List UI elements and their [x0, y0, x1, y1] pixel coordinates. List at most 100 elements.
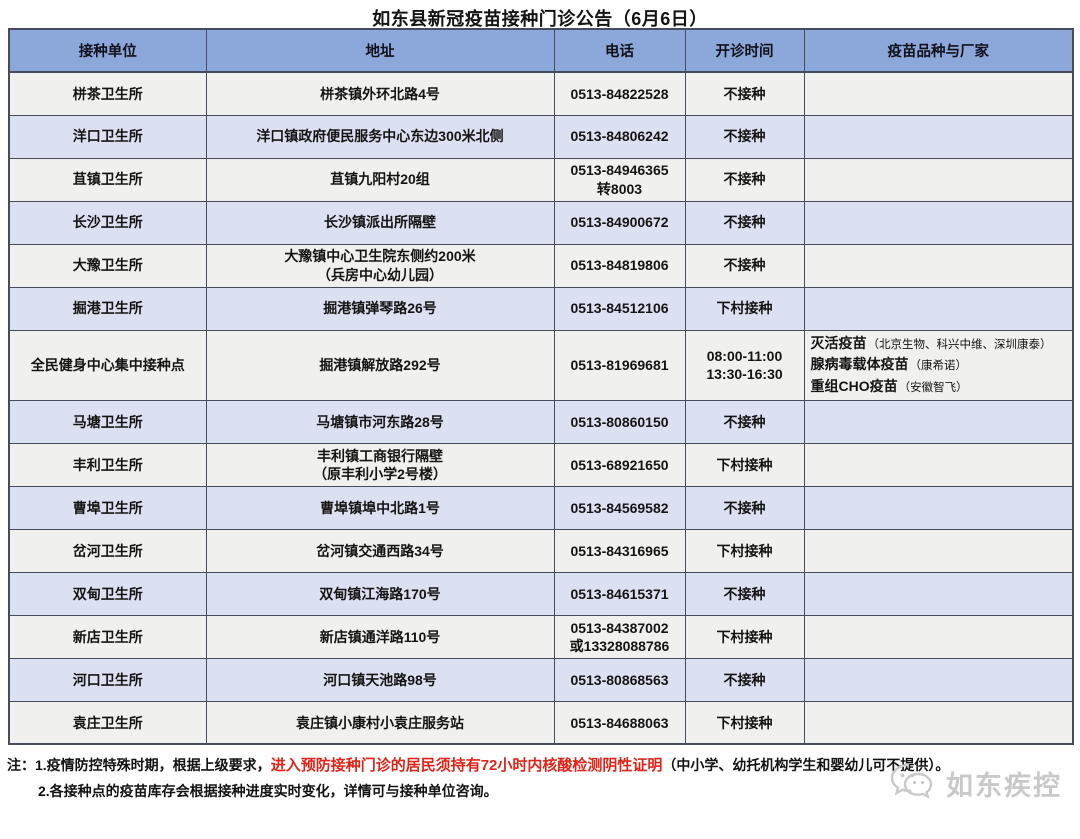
vaccine-line: 重组CHO疫苗（安徽智飞）: [810, 378, 968, 395]
unit-cell: 长沙卫生所: [8, 200, 207, 245]
column-header-unit: 接种单位: [8, 28, 207, 73]
address-cell: 袁庄镇小康村小袁庄服务站: [205, 700, 555, 745]
hours-cell: 下村接种: [684, 286, 805, 331]
phone-cell: 0513-81969681: [553, 329, 686, 401]
address-cell: 长沙镇派出所隔壁: [205, 200, 555, 245]
table-row: 大豫卫生所 大豫镇中心卫生院东侧约200米 （兵房中心幼儿园） 0513-84819…: [8, 243, 1074, 288]
phone-cell: 0513-84615371: [553, 571, 686, 616]
phone-cell: 0513-84806242: [553, 114, 686, 159]
unit-cell: 岔河卫生所: [8, 528, 207, 573]
vaccine-line: 腺病毒载体疫苗（康希诺）: [810, 356, 968, 373]
unit-cell: 洋口卫生所: [8, 114, 207, 159]
table-row: 袁庄卫生所 袁庄镇小康村小袁庄服务站 0513-84688063 下村接种: [8, 700, 1074, 745]
address-cell: 双甸镇江海路170号: [205, 571, 555, 616]
header-row: 接种单位 地址 电话 开诊时间 疫苗品种与厂家: [8, 28, 1074, 73]
phone-cell: 0513-80868563: [553, 657, 686, 702]
vaccine-table: 接种单位 地址 电话 开诊时间 疫苗品种与厂家 栟茶卫生所 栟茶镇外环北路4号 05…: [8, 28, 1074, 746]
unit-cell: 丰利卫生所: [8, 442, 207, 487]
column-header-phone: 电话: [553, 28, 686, 73]
table-row: 岔河卫生所 岔河镇交通西路34号 0513-84316965 下村接种: [8, 528, 1074, 573]
note-1-suffix: （中小学、幼托机构学生和婴幼儿可不提供）。: [662, 757, 950, 774]
vaccines-cell: [803, 657, 1074, 702]
address-cell: 大豫镇中心卫生院东侧约200米 （兵房中心幼儿园）: [205, 243, 555, 288]
unit-cell: 全民健身中心集中接种点: [8, 329, 207, 401]
table-row: 掘港卫生所 掘港镇弹琴路26号 0513-84512106 下村接种: [8, 286, 1074, 331]
hours-cell: 08:00-11:00 13:30-16:30: [684, 329, 805, 401]
vaccines-cell: [803, 286, 1074, 331]
unit-cell: 新店卫生所: [8, 614, 207, 659]
phone-cell: 0513-84512106: [553, 286, 686, 331]
vaccines-cell: [803, 399, 1074, 444]
vaccines-cell: [803, 114, 1074, 159]
vaccines-cell: [803, 700, 1074, 745]
hours-cell: 不接种: [684, 485, 805, 530]
phone-cell: 0513-84688063: [553, 700, 686, 745]
hours-cell: 不接种: [684, 657, 805, 702]
hours-cell: 不接种: [684, 114, 805, 159]
address-cell: 马塘镇市河东路28号: [205, 399, 555, 444]
address-cell: 河口镇天池路98号: [205, 657, 555, 702]
wechat-chat-bubbles-icon: [888, 762, 940, 805]
vaccines-cell: [803, 571, 1074, 616]
phone-cell: 0513-84387002 或13328088786: [553, 614, 686, 659]
unit-cell: 大豫卫生所: [8, 243, 207, 288]
unit-cell: 掘港卫生所: [8, 286, 207, 331]
hours-cell: 下村接种: [684, 614, 805, 659]
table-row: 丰利卫生所 丰利镇工商银行隔壁 （原丰利小学2号楼） 0513-68921650 下村…: [8, 442, 1074, 487]
column-header-address: 地址: [205, 28, 555, 73]
vaccines-cell: [803, 485, 1074, 530]
unit-cell: 栟茶卫生所: [8, 71, 207, 116]
vaccine-line: 灭活疫苗（北京生物、科兴中维、深圳康泰）: [810, 334, 1052, 351]
phone-cell: 0513-80860150: [553, 399, 686, 444]
hours-cell: 下村接种: [684, 528, 805, 573]
watermark-text: 如东疾控: [946, 771, 1062, 801]
note-line-1: 注：1.疫情防控特殊时期，根据上级要求，进入预防接种门诊的居民须持有72小时内核…: [7, 752, 1072, 779]
address-cell: 丰利镇工商银行隔壁 （原丰利小学2号楼）: [205, 442, 555, 487]
notes: 注：1.疫情防控特殊时期，根据上级要求，进入预防接种门诊的居民须持有72小时内核…: [7, 752, 1072, 804]
address-cell: 岔河镇交通西路34号: [205, 528, 555, 573]
vaccine-table-body: 栟茶卫生所 栟茶镇外环北路4号 0513-84822528 不接种 洋口卫生所 洋口镇政府…: [8, 71, 1074, 745]
hours-cell: 不接种: [684, 243, 805, 288]
unit-cell: 袁庄卫生所: [8, 700, 207, 745]
hours-cell: 不接种: [684, 399, 805, 444]
hours-cell: 下村接种: [684, 700, 805, 745]
vaccines-cell: [803, 200, 1074, 245]
table-row: 马塘卫生所 马塘镇市河东路28号 0513-80860150 不接种: [8, 399, 1074, 444]
table-row: 栟茶卫生所 栟茶镇外环北路4号 0513-84822528 不接种: [8, 71, 1074, 116]
phone-cell: 0513-84900672: [553, 200, 686, 245]
hours-cell: 不接种: [684, 71, 805, 116]
table-row: 长沙卫生所 长沙镇派出所隔壁 0513-84900672 不接种: [8, 200, 1074, 245]
phone-cell: 0513-84819806: [553, 243, 686, 288]
table-row: 新店卫生所 新店镇通洋路110号 0513-84387002 或1332808878…: [8, 614, 1074, 659]
vaccines-cell: [803, 157, 1074, 202]
address-cell: 洋口镇政府便民服务中心东边300米北侧: [205, 114, 555, 159]
page-title: 如东县新冠疫苗接种门诊公告（6月6日）: [372, 9, 708, 29]
address-cell: 曹埠镇埠中北路1号: [205, 485, 555, 530]
table-row: 曹埠卫生所 曹埠镇埠中北路1号 0513-84569582 不接种: [8, 485, 1074, 530]
hours-cell: 不接种: [684, 571, 805, 616]
address-cell: 掘港镇解放路292号: [205, 329, 555, 401]
watermark: 如东疾控: [888, 762, 1062, 805]
note-line-2: 2.各接种点的疫苗库存会根据接种进度实时变化，详情可与接种单位咨询。: [38, 783, 498, 800]
hours-cell: 不接种: [684, 200, 805, 245]
note-1-highlight: 进入预防接种门诊的居民须持有72小时内核酸检测阴性证明: [270, 757, 663, 775]
table-row: 河口卫生所 河口镇天池路98号 0513-80868563 不接种: [8, 657, 1074, 702]
table-header: 接种单位 地址 电话 开诊时间 疫苗品种与厂家: [8, 28, 1074, 73]
vaccines-cell: [803, 71, 1074, 116]
vaccines-cell: [803, 442, 1074, 487]
table-row: 苴镇卫生所 苴镇九阳村20组 0513-84946365 转8003 不接种: [8, 157, 1074, 202]
address-cell: 苴镇九阳村20组: [205, 157, 555, 202]
unit-cell: 双甸卫生所: [8, 571, 207, 616]
phone-cell: 0513-68921650: [553, 442, 686, 487]
vaccines-cell: [803, 614, 1074, 659]
unit-cell: 苴镇卫生所: [8, 157, 207, 202]
phone-cell: 0513-84316965: [553, 528, 686, 573]
column-header-vaccines: 疫苗品种与厂家: [803, 28, 1074, 73]
table-row: 双甸卫生所 双甸镇江海路170号 0513-84615371 不接种: [8, 571, 1074, 616]
column-header-hours: 开诊时间: [684, 28, 805, 73]
table-row: 洋口卫生所 洋口镇政府便民服务中心东边300米北侧 0513-84806242 不接种: [8, 114, 1074, 159]
hours-cell: 不接种: [684, 157, 805, 202]
unit-cell: 曹埠卫生所: [8, 485, 207, 530]
unit-cell: 马塘卫生所: [8, 399, 207, 444]
hours-cell: 下村接种: [684, 442, 805, 487]
